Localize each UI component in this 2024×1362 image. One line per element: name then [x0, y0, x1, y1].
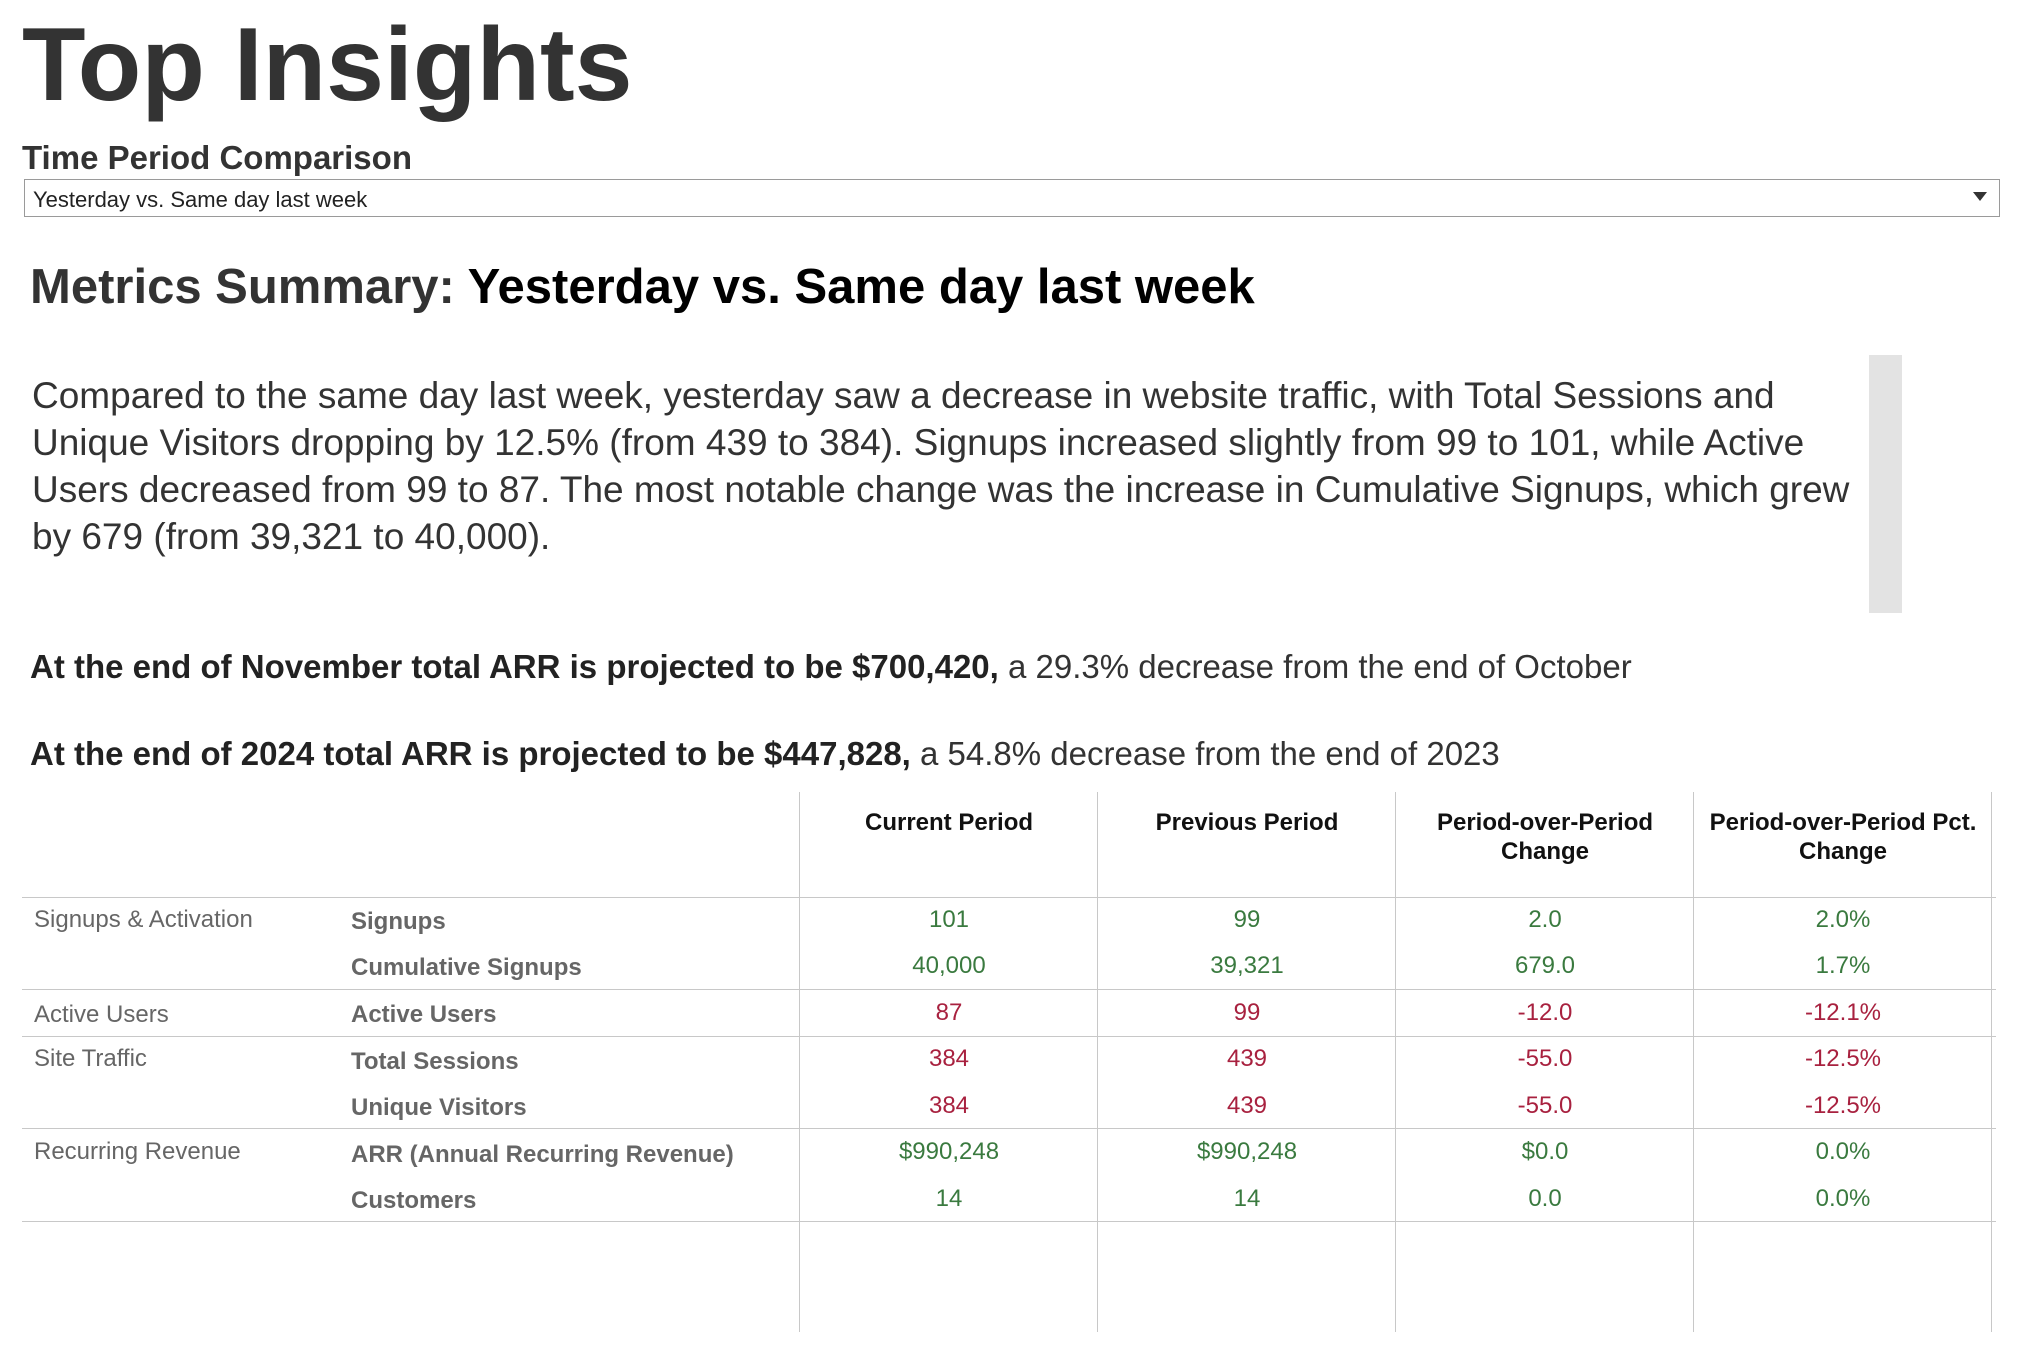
cell-customers-current: 14	[935, 1185, 963, 1212]
table-divider	[22, 1221, 1996, 1222]
time-period-selected-value: Yesterday vs. Same day last week	[33, 187, 368, 212]
cell-cumulative-signups-pct: 1.7%	[1815, 952, 1871, 979]
metric-label-customers: Customers	[351, 1187, 477, 1214]
metric-label-total-sessions: Total Sessions	[351, 1048, 519, 1075]
cell-signups-change: 2.0	[1528, 906, 1562, 933]
projection-november: At the end of November total ARR is proj…	[30, 648, 1632, 686]
cell-active-users-change: -12.0	[1517, 999, 1573, 1026]
cell-active-users-current: 87	[935, 999, 963, 1026]
cell-unique-visitors-change: -55.0	[1517, 1092, 1573, 1119]
metric-label-signups: Signups	[351, 908, 446, 935]
cell-arr-current: $990,248	[898, 1138, 1000, 1165]
cell-unique-visitors-pct: -12.5%	[1804, 1092, 1882, 1119]
table-divider	[1395, 792, 1396, 1332]
metric-label-arr: ARR (Annual Recurring Revenue)	[351, 1141, 734, 1168]
metric-label-cumulative-signups: Cumulative Signups	[351, 954, 582, 981]
cell-signups-current: 101	[928, 906, 970, 933]
column-header-current-period: Current Period	[864, 809, 1034, 836]
table-divider	[1991, 792, 1992, 1332]
group-label-active-users: Active Users	[34, 1001, 169, 1028]
cell-customers-pct: 0.0%	[1815, 1185, 1871, 1212]
metric-label-unique-visitors: Unique Visitors	[351, 1094, 527, 1121]
table-divider	[22, 989, 1996, 990]
cell-arr-previous: $990,248	[1196, 1138, 1298, 1165]
metric-label-active-users: Active Users	[351, 1001, 497, 1028]
cell-active-users-previous: 99	[1233, 999, 1261, 1026]
projection-november-rest: a 29.3% decrease from the end of October	[998, 648, 1632, 685]
cell-total-sessions-change: -55.0	[1517, 1045, 1573, 1072]
column-header-change: Period-over-Period Change	[1436, 809, 1654, 865]
projection-november-bold: At the end of November total ARR is proj…	[30, 648, 999, 685]
cell-customers-previous: 14	[1233, 1185, 1261, 1212]
column-header-pct-change: Period-over-Period Pct. Change	[1709, 809, 1977, 865]
table-divider	[799, 792, 800, 1332]
cell-total-sessions-pct: -12.5%	[1804, 1045, 1882, 1072]
group-label-recurring-revenue: Recurring Revenue	[34, 1138, 241, 1165]
table-divider	[1693, 792, 1694, 1332]
table-divider	[1097, 792, 1098, 1332]
projection-year-bold: At the end of 2024 total ARR is projecte…	[30, 735, 911, 772]
table-divider	[22, 1036, 1996, 1037]
metrics-summary-heading: Metrics Summary: Yesterday vs. Same day …	[30, 259, 1255, 315]
cell-arr-change: $0.0	[1521, 1138, 1569, 1165]
cell-cumulative-signups-previous: 39,321	[1210, 952, 1284, 979]
cell-total-sessions-previous: 439	[1226, 1045, 1268, 1072]
table-divider	[22, 1128, 1996, 1129]
group-label-signups-activation: Signups & Activation	[34, 906, 253, 933]
cell-signups-previous: 99	[1233, 906, 1261, 933]
cell-arr-pct: 0.0%	[1815, 1138, 1871, 1165]
chevron-down-icon[interactable]	[1973, 192, 1987, 201]
table-divider	[22, 897, 1996, 898]
cell-cumulative-signups-change: 679.0	[1514, 952, 1576, 979]
page-title: Top Insights	[22, 7, 633, 123]
group-label-site-traffic: Site Traffic	[34, 1045, 147, 1072]
time-period-dropdown[interactable]: Yesterday vs. Same day last week	[24, 179, 2000, 217]
time-period-filter-label: Time Period Comparison	[22, 139, 412, 176]
projection-year: At the end of 2024 total ARR is projecte…	[30, 735, 1500, 773]
cell-unique-visitors-current: 384	[928, 1092, 970, 1119]
metrics-table: Current Period Previous Period Period-ov…	[22, 792, 1996, 1332]
column-header-previous-period: Previous Period	[1155, 809, 1339, 836]
cell-signups-pct: 2.0%	[1815, 906, 1871, 933]
summary-narrative: Compared to the same day last week, yest…	[32, 375, 1850, 557]
cell-active-users-pct: -12.1%	[1804, 999, 1882, 1026]
narrative-scrollbar[interactable]	[1869, 355, 1902, 613]
metrics-summary-heading-prefix: Metrics Summary:	[30, 260, 468, 314]
metrics-summary-heading-period: Yesterday vs. Same day last week	[467, 260, 1255, 314]
cell-cumulative-signups-current: 40,000	[912, 952, 986, 979]
cell-total-sessions-current: 384	[928, 1045, 970, 1072]
cell-customers-change: 0.0	[1528, 1185, 1562, 1212]
cell-unique-visitors-previous: 439	[1226, 1092, 1268, 1119]
projection-year-rest: a 54.8% decrease from the end of 2023	[910, 735, 1500, 772]
